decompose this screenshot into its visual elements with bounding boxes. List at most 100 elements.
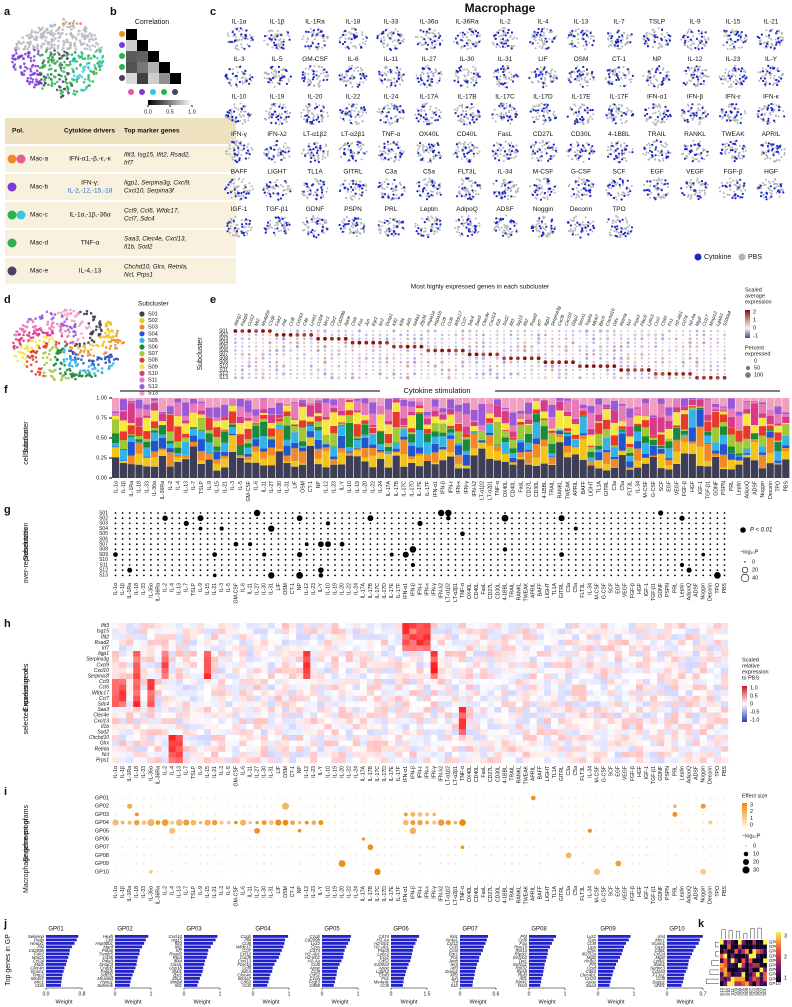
- cytokine-cell: [613, 158, 616, 161]
- pbs-cell: [658, 160, 661, 162]
- pbs-cell: [617, 156, 620, 159]
- pbs-cell: [573, 151, 576, 154]
- pbs-cell: [622, 31, 625, 34]
- pbs-cell: [358, 180, 361, 183]
- pbs-cell: [696, 179, 699, 182]
- cytokine-cell: [503, 150, 507, 153]
- pbs-cell: [540, 185, 543, 188]
- umap-point: [23, 62, 26, 65]
- umap-point: [61, 22, 65, 26]
- cytokine-cell: [439, 156, 442, 159]
- cytokine-cell: [501, 196, 504, 199]
- pbs-cell: [583, 193, 586, 196]
- pbs-cell: [310, 31, 313, 34]
- cytokine-cell: [248, 78, 251, 81]
- pbs-cell: [666, 144, 668, 147]
- pbs-cell: [438, 109, 440, 111]
- cytokine-cell: [768, 71, 771, 75]
- cytokine-cell: [583, 187, 586, 190]
- cytokine-cell: [693, 143, 696, 146]
- pbs-cell: [758, 39, 761, 42]
- cytokine-cell: [580, 31, 583, 34]
- cytokine-cell: [455, 69, 458, 72]
- cytokine-cell: [740, 81, 743, 85]
- umap-point: [46, 31, 49, 35]
- pbs-cell: [426, 102, 428, 105]
- pbs-cell: [531, 116, 534, 119]
- umap-point: [87, 75, 90, 79]
- pbs-cell: [703, 193, 706, 196]
- pbs-cell: [690, 182, 693, 185]
- pbs-cell: [515, 155, 518, 158]
- pbs-cell: [669, 152, 672, 154]
- pbs-cell: [350, 190, 353, 193]
- umap-point: [81, 70, 85, 73]
- cytokine-cell: [416, 190, 419, 193]
- pbs-cell: [233, 192, 236, 194]
- pbs-cell: [729, 188, 732, 191]
- pbs-cell: [660, 195, 663, 198]
- panel-title: IL-9: [689, 19, 701, 26]
- cytokine-cell: [704, 31, 707, 34]
- pbs-cell: [231, 158, 234, 161]
- pbs-cell: [431, 44, 434, 47]
- cytokine-cell: [572, 34, 575, 37]
- panel-title: IL-36Ra: [455, 19, 479, 26]
- pbs-cell: [362, 38, 365, 41]
- cytokine-cell: [501, 192, 504, 195]
- cytokine-cell: [492, 144, 496, 147]
- pbs-cell: [592, 35, 595, 38]
- pbs-cell: [608, 113, 611, 115]
- pbs-cell: [510, 156, 513, 159]
- pbs-cell: [301, 152, 304, 155]
- pbs-cell: [514, 190, 517, 193]
- cytokine-cell: [574, 78, 577, 81]
- cytokine-cell: [395, 185, 398, 188]
- pbs-cell: [419, 83, 422, 86]
- umap-point: [34, 64, 37, 68]
- label: Chchd10, Glrx, Retnla,: [124, 264, 188, 271]
- label: IL-2,-12,-15,-18: [68, 188, 113, 195]
- cytokine-cell: [575, 111, 578, 114]
- cytokine-cell: [322, 79, 325, 82]
- pbs-cell: [690, 48, 693, 51]
- cytokine-cell: [315, 197, 318, 201]
- umap-point: [14, 49, 18, 52]
- cytokine-cell: [591, 108, 594, 112]
- cytokine-cell: [238, 192, 241, 195]
- umap-point: [63, 50, 66, 54]
- cytokine-cell: [608, 69, 611, 72]
- pbs-cell: [379, 150, 382, 153]
- pbs-cell: [234, 36, 237, 39]
- cytokine-cell: [430, 78, 434, 81]
- pbs-cell: [615, 198, 618, 201]
- pbs-cell: [741, 157, 744, 160]
- cytokine-cell: [469, 149, 472, 152]
- cytokine-cell: [616, 142, 619, 145]
- pbs-cell: [228, 153, 231, 156]
- cytokine-cell: [660, 83, 663, 86]
- cytokine-cell: [631, 151, 634, 154]
- pbs-cell: [427, 32, 430, 34]
- cytokine-cell: [532, 108, 535, 111]
- panel-title: CD40L: [457, 131, 478, 138]
- cytokine-cell: [430, 193, 433, 197]
- umap-point: [33, 71, 37, 75]
- cytokine-cell: [395, 105, 398, 109]
- cytokine-cell: [745, 76, 748, 79]
- cytokine-cell: [620, 114, 623, 117]
- pbs-cell: [584, 48, 587, 51]
- pbs-cell: [536, 111, 539, 114]
- cytokine-cell: [575, 118, 578, 121]
- pbs-cell: [577, 41, 580, 44]
- pbs-cell: [740, 189, 743, 192]
- pbs-cell: [277, 75, 280, 78]
- pbs-cell: [240, 116, 243, 118]
- pbs-cell: [287, 78, 290, 81]
- umap-point: [64, 20, 68, 24]
- cytokine-cell: [653, 196, 656, 199]
- pbs-cell: [619, 47, 622, 50]
- umap-point: [46, 28, 49, 32]
- pbs-cell: [349, 112, 352, 115]
- pbs-cell: [723, 34, 726, 37]
